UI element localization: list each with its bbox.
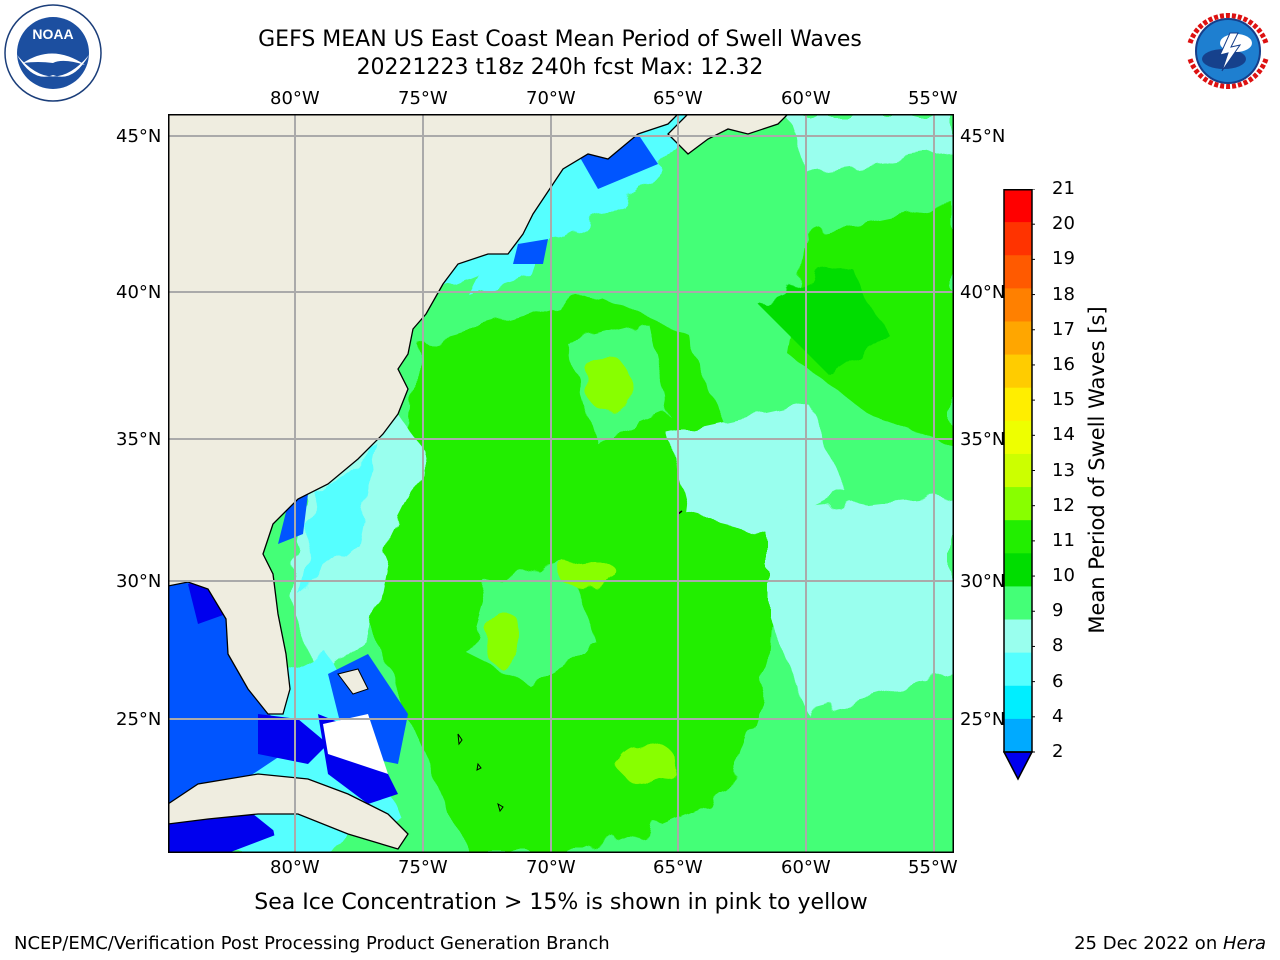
land-cuba	[168, 773, 409, 850]
colorbar-segment	[1004, 321, 1032, 356]
colorbar-tick-label: 14	[1052, 424, 1075, 446]
lon-label-bottom: 55°W	[908, 857, 958, 878]
colorbar-tick-label: 9	[1052, 600, 1064, 622]
graticule	[168, 114, 954, 853]
swell-period-map	[168, 114, 954, 853]
colorbar-segment	[1004, 255, 1032, 289]
colorbar-tick-label: 11	[1052, 529, 1075, 551]
lon-label-bottom: 75°W	[398, 857, 448, 878]
colorbar-segment	[1004, 354, 1032, 389]
lat-label-left: 30°N	[116, 571, 162, 592]
lat-label-right: 30°N	[960, 571, 1006, 592]
lon-label-bottom: 80°W	[270, 857, 320, 878]
land-bahamas	[337, 668, 369, 695]
colorbar-tick-label: 18	[1052, 283, 1075, 305]
lon-label-top: 65°W	[653, 88, 703, 109]
nws-logo	[1182, 5, 1274, 97]
lat-label-right: 45°N	[960, 126, 1006, 147]
noaa-logo-text: NOAA	[32, 26, 73, 42]
lat-label-left: 35°N	[116, 429, 162, 450]
colorbar-segment	[1004, 685, 1032, 720]
lat-label-left: 45°N	[116, 126, 162, 147]
map-subtitle: 20221223 t18z 240h fcst Max: 12.32	[356, 55, 764, 80]
colorbar-segment	[1004, 520, 1032, 554]
colorbar-segment	[1004, 718, 1032, 753]
lat-label-left: 40°N	[116, 282, 162, 303]
footer-machine: Hera	[1222, 933, 1266, 954]
colorbar-tick-label: 8	[1052, 635, 1064, 657]
colorbar-tick-label: 4	[1052, 705, 1064, 727]
colorbar-tick-label: 13	[1052, 459, 1075, 481]
colorbar-segment	[1004, 619, 1032, 654]
footer-date-text: 25 Dec 2022 on	[1074, 933, 1223, 954]
lat-label-right: 40°N	[960, 282, 1006, 303]
colorbar-title: Mean Period of Swell Waves [s]	[1085, 306, 1109, 634]
lon-label-bottom: 60°W	[781, 857, 831, 878]
colorbar-segment	[1004, 222, 1032, 256]
colorbar-segment	[1004, 586, 1032, 621]
footer-credit: NCEP/EMC/Verification Post Processing Pr…	[14, 933, 610, 954]
colorbar-tick-label: 10	[1052, 565, 1075, 587]
map-title: GEFS MEAN US East Coast Mean Period of S…	[258, 27, 862, 52]
colorbar-segment	[1004, 387, 1032, 422]
lon-label-top: 75°W	[398, 88, 448, 109]
colorbar-tick-label: 21	[1052, 178, 1075, 199]
colorbar-segment	[1004, 487, 1032, 521]
colorbar-segment	[1004, 652, 1032, 687]
lon-label-bottom: 65°W	[653, 857, 703, 878]
colorbar-segment	[1004, 453, 1032, 488]
lat-label-right: 25°N	[960, 709, 1006, 730]
colorbar-segment	[1004, 553, 1032, 587]
colorbar-tick-label: 20	[1052, 213, 1075, 235]
lat-label-left: 25°N	[116, 709, 162, 730]
colorbar-tick-label: 19	[1052, 248, 1075, 270]
colorbar-segment	[1004, 420, 1032, 455]
noaa-logo: NOAA	[4, 4, 102, 102]
colorbar-tick-label: 17	[1052, 318, 1075, 340]
lat-label-right: 35°N	[960, 429, 1006, 450]
colorbar-tick-label: 2	[1052, 741, 1064, 762]
sea-ice-caption: Sea Ice Concentration > 15% is shown in …	[254, 890, 868, 915]
colorbar-tick-label: 15	[1052, 389, 1075, 411]
lon-label-top: 70°W	[526, 88, 576, 109]
colorbar-extend-arrow	[1002, 751, 1034, 781]
colorbar-tick-label: 6	[1052, 670, 1064, 692]
land-canada-east	[667, 114, 789, 155]
colorbar-segment	[1004, 189, 1032, 223]
lon-label-top: 80°W	[270, 88, 320, 109]
footer-date: 25 Dec 2022 on Hera	[1074, 933, 1266, 954]
lon-label-top: 60°W	[781, 88, 831, 109]
colorbar-tick-label: 16	[1052, 353, 1075, 375]
lon-label-bottom: 70°W	[526, 857, 576, 878]
colorbar-tick-label: 12	[1052, 494, 1075, 516]
lon-label-top: 55°W	[908, 88, 958, 109]
colorbar	[1002, 188, 1036, 785]
colorbar-segment	[1004, 288, 1032, 322]
